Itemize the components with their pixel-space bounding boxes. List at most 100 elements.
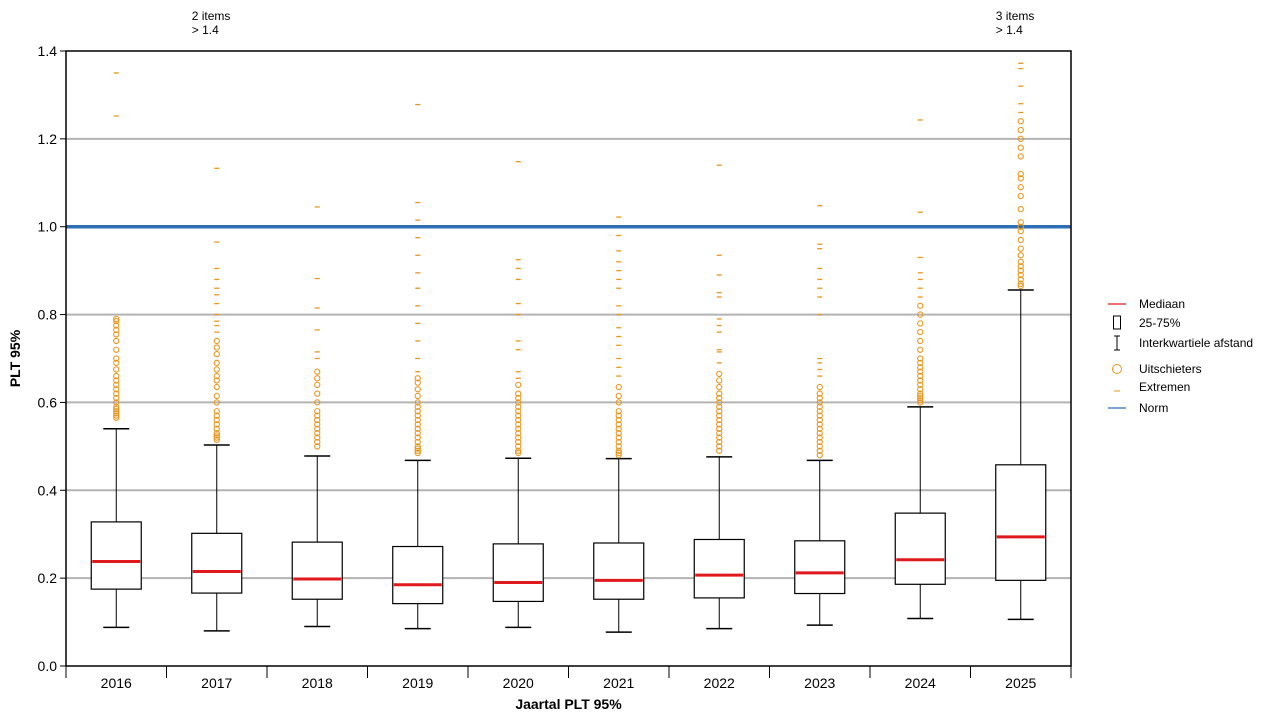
- outlier-point: [816, 403, 823, 410]
- outlier-point: [716, 403, 723, 410]
- box-iqr: [90, 521, 142, 590]
- outlier-point: [414, 399, 421, 406]
- outlier-point: [816, 416, 823, 424]
- outlier-point: [816, 408, 823, 415]
- y-tick-label: 1.0: [38, 219, 58, 235]
- outlier-point: [816, 447, 823, 454]
- outlier-point: [314, 438, 321, 446]
- legend-label: 25-75%: [1139, 316, 1181, 330]
- outlier-point: [1017, 118, 1024, 125]
- outlier-point: [816, 390, 823, 397]
- overflow-note-line1: 3 items: [996, 9, 1035, 23]
- outlier-point: [113, 414, 120, 421]
- y-tick-label: 0.8: [38, 307, 58, 323]
- legend-item-median: Mediaan: [1108, 297, 1185, 311]
- outlier-point: [314, 434, 321, 441]
- box-iqr: [794, 540, 846, 595]
- overflow-note-line1: 2 items: [192, 9, 231, 23]
- outlier-point: [314, 381, 321, 389]
- outlier-point: [314, 443, 321, 450]
- outlier-point: [615, 447, 622, 454]
- y-tick-label: 0.2: [38, 570, 58, 586]
- outlier-point: [917, 377, 924, 384]
- outlier-point: [213, 434, 220, 441]
- outlier-point: [414, 445, 421, 452]
- box-2023: [794, 459, 846, 626]
- outlier-point: [917, 394, 924, 402]
- outlier-point: [113, 386, 120, 393]
- outlier-point: [414, 430, 421, 437]
- outlier-point: [113, 337, 120, 345]
- outlier-point: [917, 337, 924, 345]
- outlier-point: [1017, 219, 1024, 226]
- outlier-point: [917, 355, 924, 362]
- outlier-point: [213, 359, 220, 367]
- outlier-point: [615, 438, 622, 446]
- outlier-point: [816, 383, 823, 391]
- outlier-point: [716, 383, 723, 391]
- box-2021: [593, 457, 645, 633]
- outlier-point: [917, 368, 924, 375]
- outlier-point: [1017, 267, 1024, 274]
- outlier-point: [414, 447, 421, 454]
- outlier-point: [816, 438, 823, 446]
- overflow-note-line2: > 1.4: [192, 23, 219, 37]
- x-axis-title: Jaartal PLT 95%: [515, 696, 622, 712]
- y-tick-label: 1.4: [38, 43, 58, 59]
- x-tick-label: 2022: [704, 675, 735, 691]
- box-iqr: [693, 538, 745, 599]
- legend-box-swatch: [1113, 315, 1121, 330]
- x-tick-label: 2019: [402, 675, 433, 691]
- outlier-point: [1017, 135, 1024, 143]
- outlier-point: [213, 430, 220, 437]
- legend-outlier-swatch: [1112, 364, 1122, 374]
- outlier-point: [113, 408, 120, 415]
- outlier-point: [1017, 263, 1024, 270]
- outlier-point: [816, 394, 823, 402]
- outlier-point: [113, 355, 120, 362]
- x-tick-label: 2025: [1005, 675, 1036, 691]
- y-tick-label: 0.4: [38, 482, 58, 498]
- outlier-point: [113, 326, 120, 334]
- outlier-point: [515, 430, 522, 437]
- outlier-point: [1017, 184, 1024, 191]
- outlier-point: [1017, 280, 1024, 287]
- box-2022: [693, 456, 745, 630]
- outlier-point: [515, 390, 522, 397]
- box-2020: [492, 457, 544, 629]
- legend-item-extreme: Extremen: [1114, 380, 1190, 394]
- outlier-point: [113, 410, 120, 417]
- outlier-point: [816, 434, 823, 441]
- outlier-point: [515, 425, 522, 432]
- legend-label: Mediaan: [1139, 297, 1185, 311]
- outlier-point: [1017, 223, 1024, 230]
- outlier-point: [917, 311, 924, 318]
- outlier-point: [314, 416, 321, 424]
- outlier-point: [917, 372, 924, 380]
- outlier-point: [615, 449, 622, 457]
- outlier-point: [414, 412, 421, 419]
- outlier-point: [515, 394, 522, 402]
- outlier-point: [1017, 227, 1024, 235]
- outlier-point: [716, 421, 723, 428]
- outlier-point: [113, 359, 120, 367]
- outlier-point: [314, 408, 321, 415]
- outlier-point: [816, 425, 823, 432]
- y-axis: 0.0 0.2 0.4 0.6 0.8 1.0 1.2 1.4: [38, 43, 66, 674]
- outlier-point: [1017, 271, 1024, 279]
- outlier-point: [1017, 258, 1024, 266]
- outlier-point: [615, 451, 622, 459]
- box-iqr: [492, 543, 544, 603]
- outlier-point: [716, 443, 723, 450]
- outlier-point: [414, 416, 421, 424]
- outlier-point: [213, 344, 220, 351]
- outlier-point: [917, 328, 924, 336]
- outlier-point: [113, 399, 120, 406]
- outlier-point: [816, 443, 823, 450]
- outlier-point: [314, 390, 321, 397]
- outlier-point: [213, 432, 220, 439]
- outlier-point: [113, 381, 120, 389]
- box-iqr: [593, 542, 645, 600]
- outlier-point: [816, 399, 823, 406]
- outlier-point: [716, 377, 723, 384]
